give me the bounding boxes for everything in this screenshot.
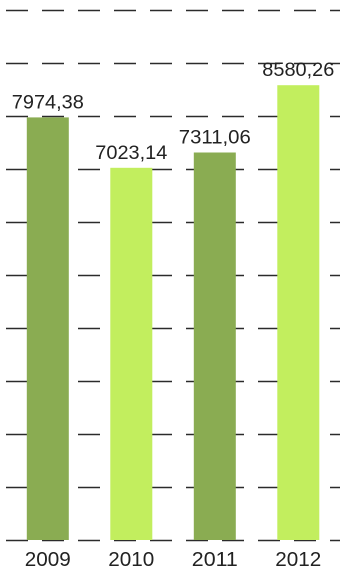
category-label-2012: 2012 xyxy=(275,549,321,571)
value-label-2010: 7023,14 xyxy=(95,143,167,164)
value-label-2012: 8580,26 xyxy=(262,60,334,81)
bar-2009 xyxy=(26,117,69,541)
value-labels: 7974,38 7023,14 7311,06 8580,26 xyxy=(12,60,334,164)
x-axis-ticks: 2009 2010 2011 2012 xyxy=(25,549,321,571)
bar-2012 xyxy=(277,85,320,540)
category-label-2011: 2011 xyxy=(192,549,238,571)
value-label-2009: 7974,38 xyxy=(12,92,84,113)
value-label-2011: 7311,06 xyxy=(179,128,251,149)
bar-2011 xyxy=(193,152,236,540)
category-label-2010: 2010 xyxy=(108,549,154,571)
bar-2010 xyxy=(110,167,153,541)
category-label-2009: 2009 xyxy=(25,549,71,571)
bars xyxy=(26,85,320,541)
